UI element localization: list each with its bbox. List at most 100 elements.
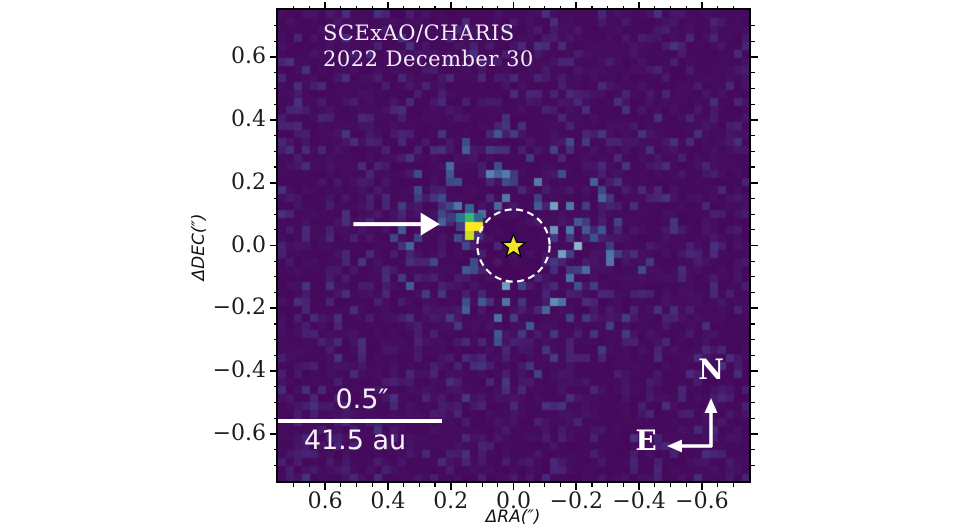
x-minor-tick — [403, 5, 405, 10]
y-major-tick — [270, 119, 278, 121]
x-minor-tick — [622, 482, 624, 487]
y-minor-tick — [750, 354, 755, 356]
x-tick-label: 0.6 — [307, 489, 343, 514]
x-tick-label: −0.2 — [549, 489, 603, 514]
y-tick-label: −0.6 — [212, 420, 266, 446]
scale-bar-line — [278, 419, 442, 423]
y-minor-tick — [750, 72, 755, 74]
y-major-tick — [270, 370, 278, 372]
x-major-tick — [324, 482, 326, 490]
y-major-tick — [750, 433, 758, 435]
x-minor-tick — [293, 5, 295, 10]
x-major-tick — [638, 2, 640, 10]
y-minor-tick — [750, 276, 755, 278]
y-minor-tick — [273, 260, 278, 262]
x-minor-tick — [717, 5, 719, 10]
x-minor-tick — [418, 482, 420, 487]
x-minor-tick — [685, 482, 687, 487]
x-minor-tick — [434, 482, 436, 487]
compass-north-label: N — [698, 353, 724, 386]
x-minor-tick — [465, 482, 467, 487]
x-minor-tick — [591, 482, 593, 487]
y-minor-tick — [750, 103, 755, 105]
x-minor-tick — [418, 5, 420, 10]
x-minor-tick — [732, 482, 734, 487]
y-minor-tick — [750, 229, 755, 231]
y-minor-tick — [750, 260, 755, 262]
y-minor-tick — [750, 449, 755, 451]
y-minor-tick — [273, 323, 278, 325]
y-minor-tick — [273, 197, 278, 199]
y-minor-tick — [273, 386, 278, 388]
x-minor-tick — [732, 5, 734, 10]
x-minor-tick — [544, 482, 546, 487]
x-tick-label: −0.4 — [612, 489, 666, 514]
x-minor-tick — [685, 5, 687, 10]
y-minor-tick — [750, 213, 755, 215]
y-minor-tick — [750, 339, 755, 341]
y-major-tick — [750, 370, 758, 372]
x-tick-label: −0.6 — [675, 489, 729, 514]
x-minor-tick — [560, 5, 562, 10]
x-major-tick — [387, 2, 389, 10]
y-minor-tick — [750, 323, 755, 325]
y-minor-tick — [273, 25, 278, 27]
x-minor-tick — [355, 5, 358, 10]
x-minor-tick — [481, 482, 483, 487]
y-tick-label: 0.4 — [231, 106, 266, 132]
y-minor-tick — [273, 354, 278, 356]
x-minor-tick — [622, 5, 624, 10]
y-minor-tick — [273, 150, 278, 152]
x-major-tick — [512, 2, 515, 10]
x-minor-tick — [481, 5, 483, 10]
x-major-tick — [449, 2, 452, 10]
x-minor-tick — [654, 482, 656, 487]
y-minor-tick — [750, 292, 755, 294]
y-minor-tick — [750, 40, 755, 42]
x-tick-label: 0.4 — [370, 489, 406, 514]
panel-title: SCExAO/CHARIS 2022 December 30 — [323, 20, 534, 72]
y-minor-tick — [273, 229, 278, 231]
x-minor-tick — [465, 5, 467, 10]
x-minor-tick — [717, 482, 719, 487]
y-minor-tick — [273, 213, 278, 215]
y-minor-tick — [273, 276, 278, 278]
x-minor-tick — [371, 5, 373, 10]
x-major-tick — [512, 482, 515, 490]
y-minor-tick — [750, 166, 755, 168]
y-minor-tick — [750, 417, 755, 419]
scale-bar-angular-label: 0.5″ — [335, 384, 389, 415]
y-minor-tick — [750, 87, 755, 90]
y-major-tick — [270, 244, 278, 247]
instrument-label: SCExAO/CHARIS — [323, 21, 515, 45]
y-minor-tick — [273, 417, 278, 419]
x-minor-tick — [308, 482, 310, 487]
y-major-tick — [750, 181, 758, 184]
x-minor-tick — [340, 482, 342, 487]
y-tick-label: 0.6 — [231, 44, 266, 70]
x-minor-tick — [497, 5, 499, 10]
x-minor-tick — [497, 482, 499, 487]
y-minor-tick — [273, 166, 278, 168]
x-tick-label: 0.0 — [496, 489, 531, 514]
y-tick-label: −0.2 — [212, 295, 266, 321]
x-minor-tick — [669, 5, 672, 10]
x-minor-tick — [654, 5, 656, 10]
x-minor-tick — [308, 5, 310, 10]
x-minor-tick — [371, 482, 373, 487]
x-minor-tick — [607, 482, 609, 487]
x-minor-tick — [528, 482, 530, 487]
y-major-tick — [270, 307, 278, 310]
x-minor-tick — [607, 5, 609, 10]
y-major-tick — [750, 119, 758, 121]
x-minor-tick — [544, 5, 546, 10]
scale-bar-physical-label: 41.5 au — [303, 425, 407, 456]
x-minor-tick — [528, 5, 530, 10]
y-axis-label: ΔDEC(″) — [189, 213, 209, 281]
compass-east-label: E — [635, 424, 657, 457]
y-major-tick — [270, 56, 278, 58]
x-major-tick — [324, 2, 326, 10]
y-minor-tick — [750, 401, 755, 404]
x-major-tick — [701, 2, 703, 10]
